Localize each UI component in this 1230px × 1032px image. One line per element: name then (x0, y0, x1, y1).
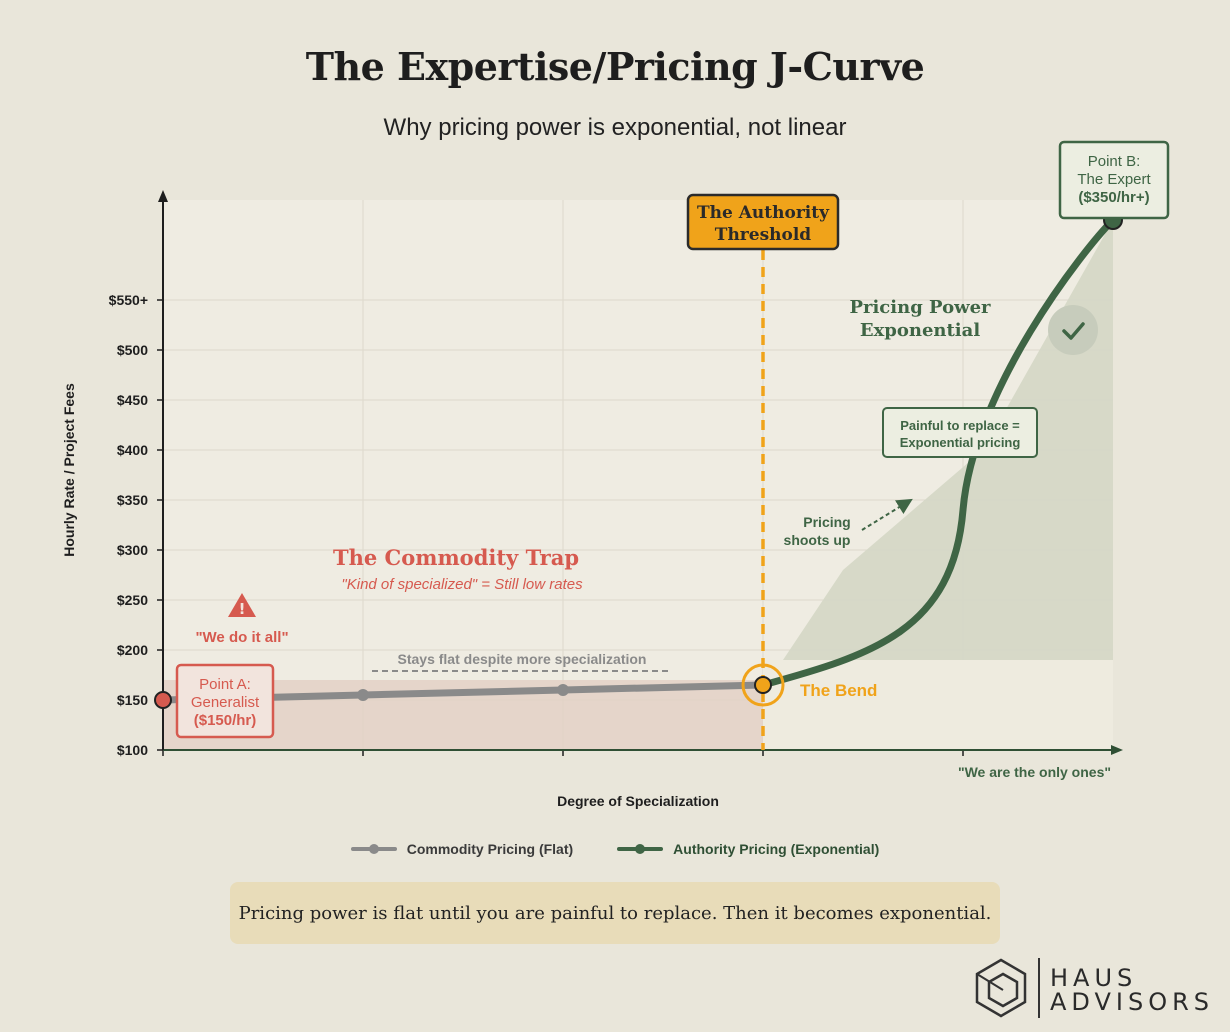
point-b-box (1058, 140, 1170, 220)
pricing-power-line1: Pricing Power (849, 297, 991, 318)
shoots-up-line2: shoots up (784, 532, 851, 548)
logo-wordmark-line1: HAUS (1050, 964, 1138, 992)
commodity-data-point (557, 684, 569, 696)
pricing-power-line2: Exponential (860, 320, 980, 341)
y-tick-label: $200 (117, 642, 148, 658)
legend-item-commodity: Commodity Pricing (Flat) (350, 840, 574, 858)
painful-line2: Exponential pricing (900, 435, 1021, 450)
shoots-up-line1: Pricing (803, 514, 850, 530)
point-a-line3: ($150/hr) (194, 712, 257, 729)
only-ones-label: "We are the only ones" (958, 764, 1111, 780)
commodity-trap-title: The Commodity Trap (333, 545, 579, 570)
y-axis-label: Hourly Rate / Project Fees (61, 383, 77, 557)
y-tick-label: $100 (117, 742, 148, 758)
takeaway-callout: Pricing power is flat until you are pain… (230, 882, 1000, 944)
point-b-line2: The Expert (1077, 171, 1151, 188)
house-hexagon-icon (975, 958, 1027, 1018)
checkmark-icon-stroke (1062, 322, 1085, 340)
annotation-layer: The Bend Point A:Generalist($150/hr) Point… (154, 140, 1170, 780)
threshold-label-box (686, 193, 840, 251)
y-tick-label: $350 (117, 492, 148, 508)
bend-label: The Bend (800, 681, 877, 700)
we-do-it-all-label: "We do it all" (195, 629, 288, 646)
y-tick-label: $450 (117, 392, 148, 408)
chart-legend: Commodity Pricing (Flat) Authority Prici… (0, 840, 1230, 858)
point-b-line1: Point B: (1088, 153, 1141, 170)
axes-layer: $100 $150 $200 $250 $300 $350 $400 $450 $500 $550… (109, 190, 1123, 758)
y-tick-label: $400 (117, 442, 148, 458)
point-a-line1: Point A: (199, 676, 251, 693)
painful-to-replace-box (882, 407, 1038, 458)
authority-pricing-region (763, 220, 1113, 690)
y-tick-label: $150 (117, 692, 148, 708)
bend-ring (741, 663, 785, 707)
legend-label-authority: Authority Pricing (Exponential) (673, 841, 880, 857)
y-tick-label: $500 (117, 342, 148, 358)
haus-advisors-logo: HAUS ADVISORS (966, 956, 1226, 1022)
shoots-up-arrow (861, 498, 913, 531)
point-a-box (175, 663, 275, 739)
x-axis-arrow (1111, 745, 1123, 755)
logo-wordmark-line2: ADVISORS (1050, 988, 1215, 1016)
point-a-line2: Generalist (191, 694, 260, 711)
commodity-data-point (357, 689, 369, 701)
threshold-label-line1: The Authority (697, 203, 830, 223)
legend-item-authority: Authority Pricing (Exponential) (617, 840, 879, 858)
chart-title: The Expertise/Pricing J-Curve (305, 44, 925, 89)
y-axis-arrow (158, 190, 168, 202)
legend-swatch-authority (617, 840, 664, 858)
authority-series-line (759, 216, 1117, 689)
y-tick-label: $250 (117, 592, 148, 608)
warning-icon-glyph: ! (239, 600, 246, 618)
y-tick-label: $300 (117, 542, 148, 558)
logo-divider (1038, 958, 1040, 1018)
threshold-label-line2: Threshold (715, 225, 812, 245)
y-tick-label: $550+ (109, 292, 148, 308)
point-a-marker (154, 691, 172, 709)
legend-label-commodity: Commodity Pricing (Flat) (406, 841, 574, 857)
warning-icon (228, 593, 256, 617)
legend-swatch-commodity (350, 840, 397, 858)
x-axis-label: Degree of Specialization (557, 793, 719, 809)
commodity-trap-subtitle: "Kind of specialized" = Still low rates (341, 576, 583, 593)
point-b-line3: ($350/hr+) (1078, 189, 1149, 206)
checkmark-icon (1048, 305, 1098, 355)
authority-base-region (763, 660, 1113, 750)
chart-subtitle: Why pricing power is exponential, not li… (383, 114, 847, 141)
painful-line1: Painful to replace = (900, 418, 1020, 433)
stays-flat-label: Stays flat despite more specialization (398, 651, 647, 667)
bend-point (754, 676, 772, 694)
